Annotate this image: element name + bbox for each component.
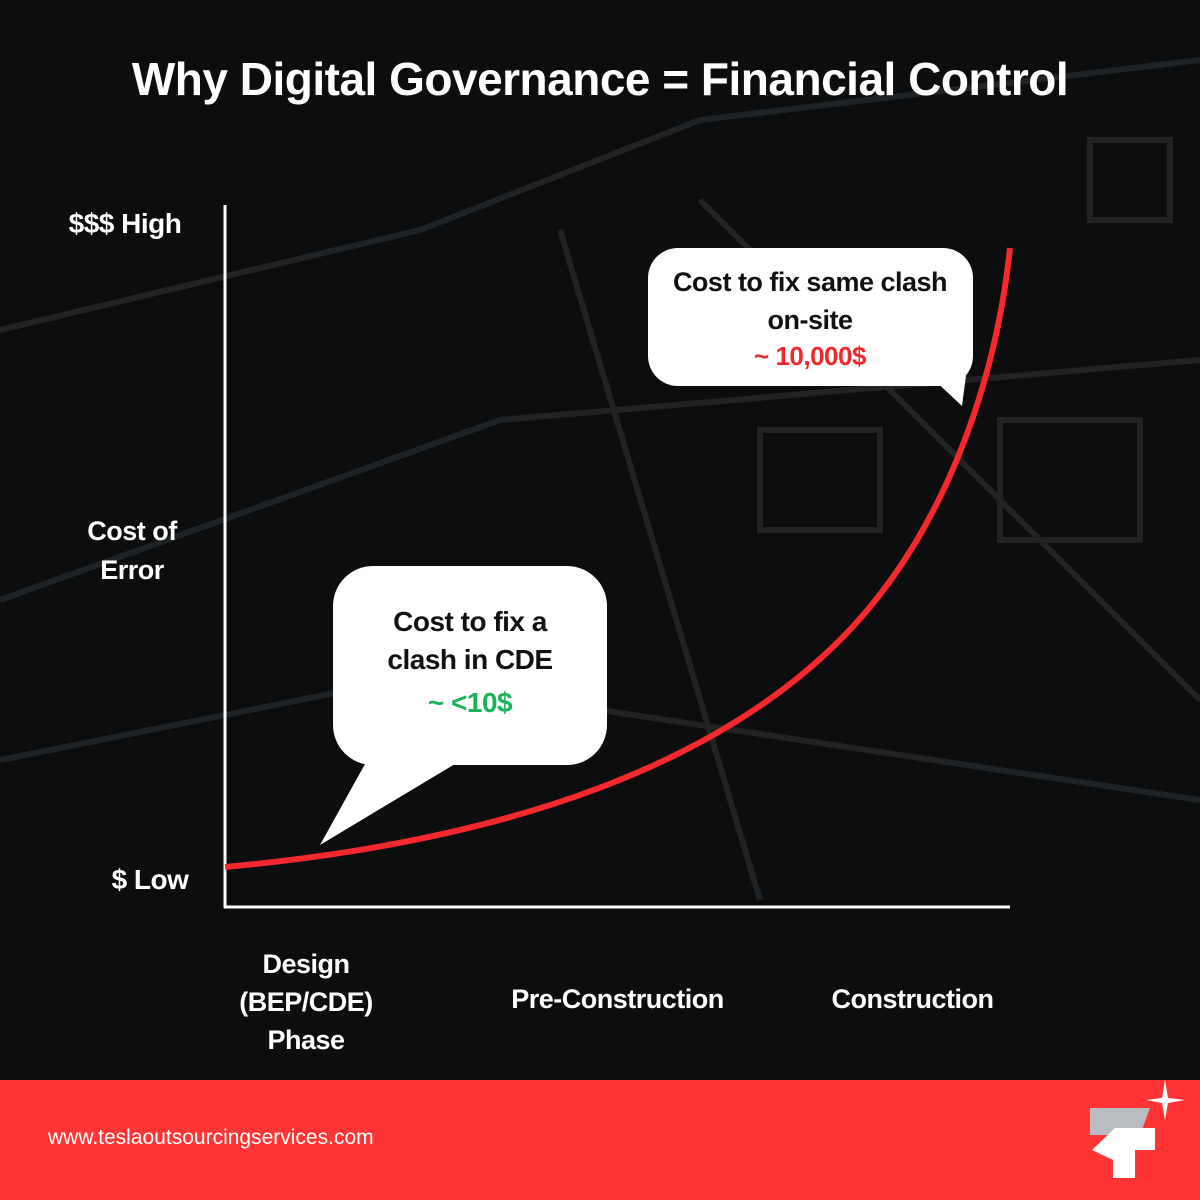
callout-bubble bbox=[333, 566, 607, 765]
y-axis-label: Cost of Error bbox=[87, 516, 177, 585]
background-lines bbox=[0, 57, 1200, 901]
callout-text: Cost to fix a clash in CDE bbox=[387, 606, 553, 675]
callout-cost: ~ 10,000$ bbox=[754, 341, 866, 371]
footer-band bbox=[0, 1080, 1200, 1200]
logo bbox=[1090, 1080, 1185, 1178]
callout-cost: ~ <10$ bbox=[427, 687, 513, 718]
footer-url: www.teslaoutsourcingservices.com bbox=[48, 1126, 374, 1149]
cost-curve bbox=[224, 247, 1013, 870]
x-phase-label: Design (BEP/CDE) Phase bbox=[239, 949, 373, 1055]
title: Why Digital Governance = Financial Contr… bbox=[131, 53, 1069, 105]
callout-tail bbox=[320, 755, 470, 845]
y-low-label: $ Low bbox=[111, 864, 189, 895]
callout-bubble bbox=[648, 248, 973, 386]
x-phase-label: Construction bbox=[831, 984, 995, 1014]
y-high-label: $$$ High bbox=[68, 208, 182, 239]
callout-text: Cost to fix same clash on-site bbox=[672, 267, 948, 335]
x-phase-label: Pre-Construction bbox=[511, 984, 724, 1014]
